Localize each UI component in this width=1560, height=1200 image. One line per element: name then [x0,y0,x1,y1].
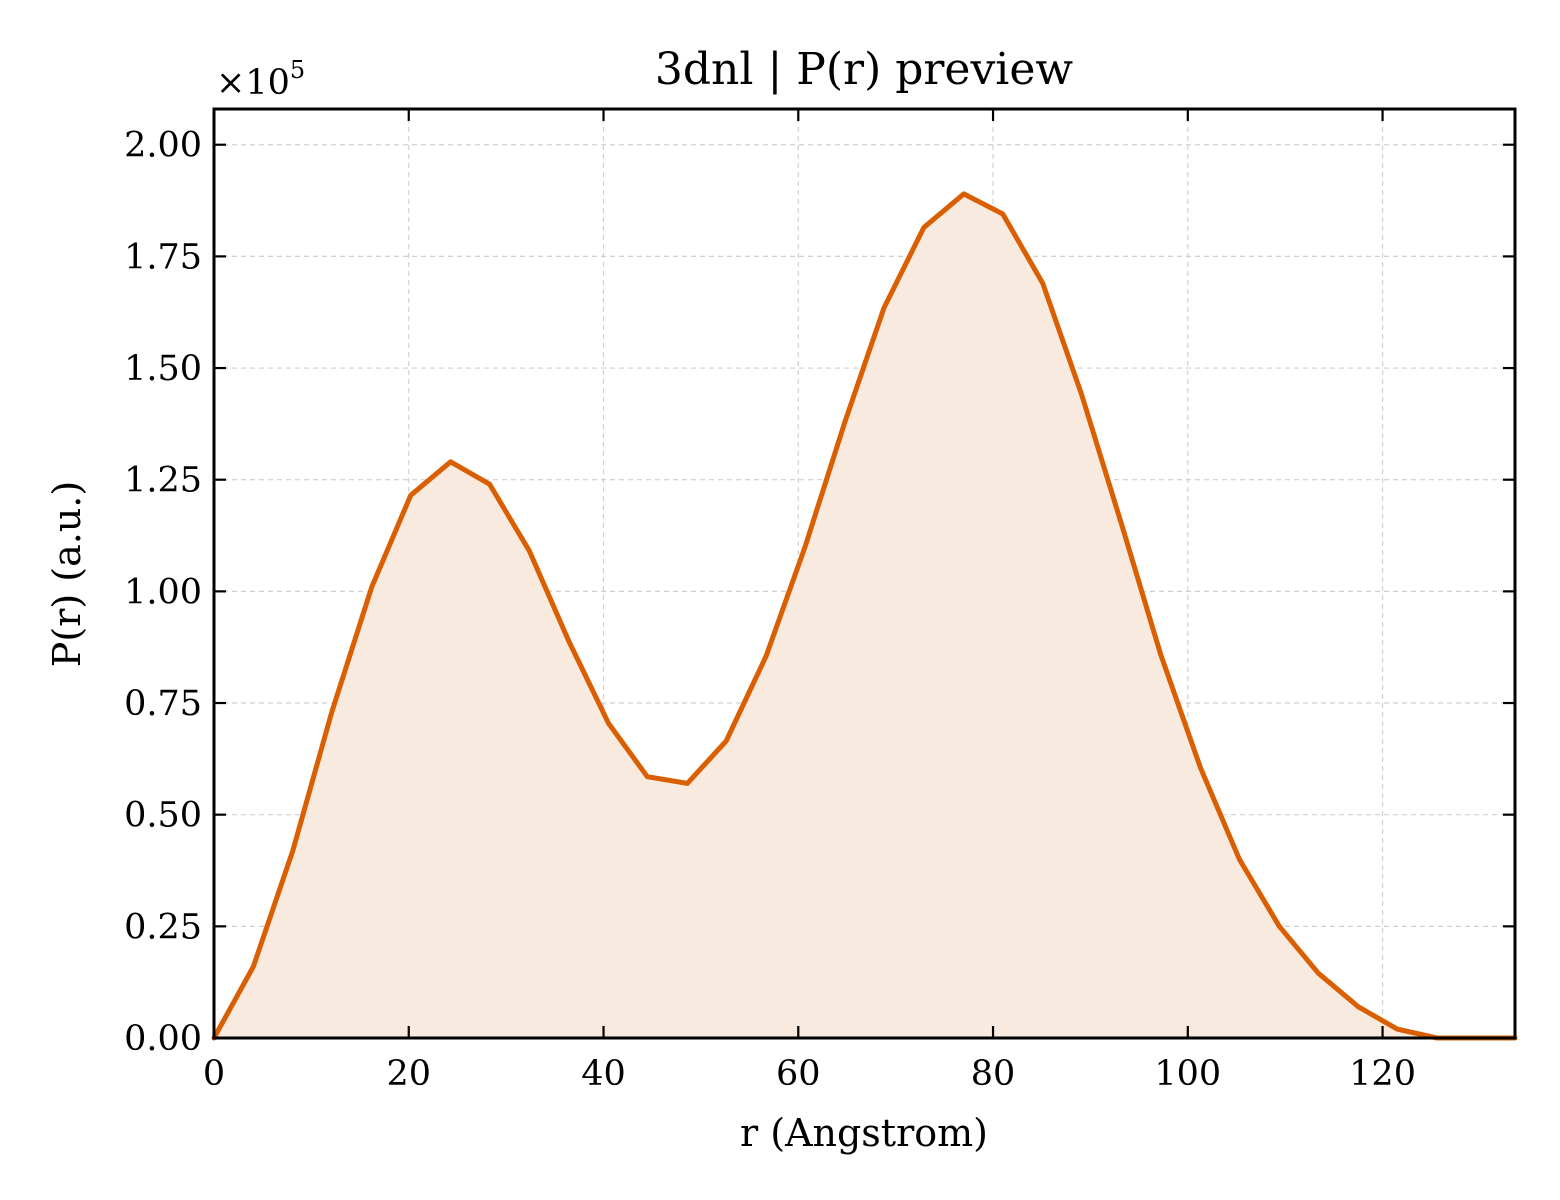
chart-title: 3dnl | P(r) preview [655,44,1074,95]
x-axis-label: r (Angstrom) [740,1111,988,1155]
series-line [211,191,1518,1041]
y-tick-label: 1.75 [124,237,202,277]
y-axis-multiplier-exponent: 5 [290,56,305,84]
x-tick-label: 120 [1349,1054,1416,1094]
area-fill [214,193,1515,1038]
plot-frame [212,107,1517,1040]
x-tick-label: 60 [776,1054,821,1094]
y-tick-label: 0.50 [124,796,202,836]
y-axis-multiplier: ×105 [216,56,305,103]
y-tick-label: 0.75 [124,684,202,724]
ticks: 0 20 40 60 80 100 120 0.00 0.25 0.50 0.75 1.00 1.25 1… [124,109,1515,1094]
x-tick-label: 100 [1154,1054,1221,1094]
y-tick-label: 0.00 [124,1019,202,1059]
y-tick-label: 1.00 [124,572,202,612]
x-tick-label: 40 [581,1054,626,1094]
y-tick-label: 1.50 [124,349,202,389]
y-tick-label: 0.25 [124,907,202,947]
x-tick-label: 80 [971,1054,1016,1094]
x-tick-label: 0 [203,1054,225,1094]
y-tick-label: 1.25 [124,461,202,501]
y-axis-label: P(r) (a.u.) [45,481,89,667]
x-tick-label: 20 [386,1054,431,1094]
y-tick-label: 2.00 [124,126,202,166]
y-axis-multiplier-base: ×10 [216,63,290,103]
